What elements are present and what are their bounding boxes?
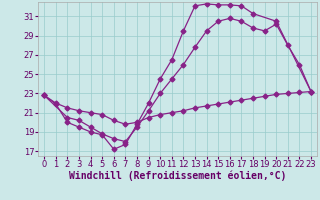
X-axis label: Windchill (Refroidissement éolien,°C): Windchill (Refroidissement éolien,°C) <box>69 171 286 181</box>
